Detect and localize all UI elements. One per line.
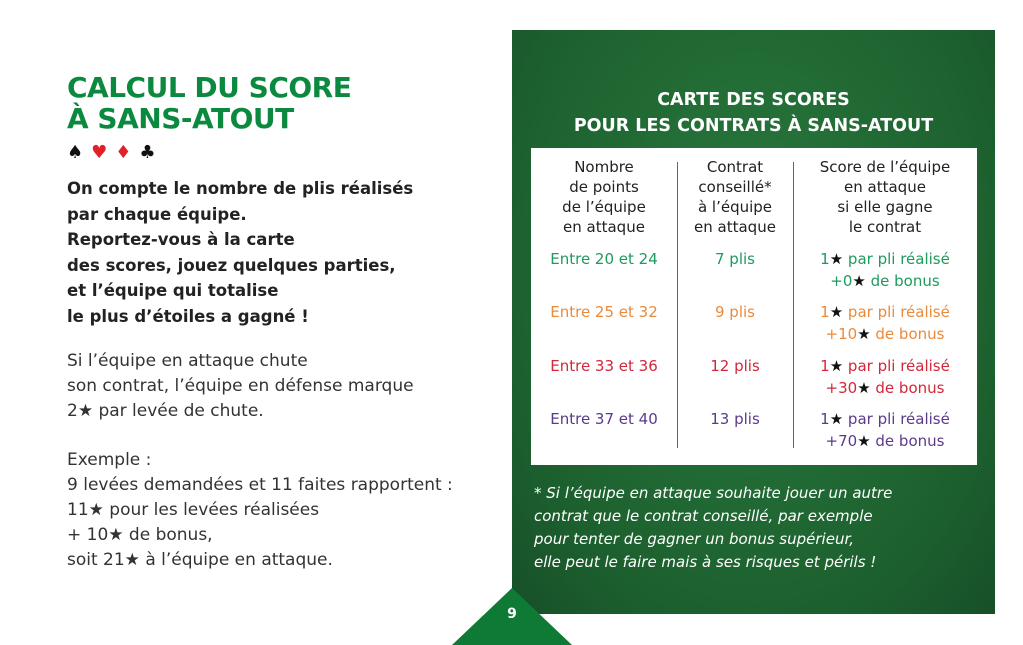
table-cell: Entre 25 et 32 [550, 303, 658, 321]
table-cell: 13 plis [710, 410, 760, 428]
table-column: Nombre de points de l’équipe en attaque Entr… [531, 148, 677, 465]
star-icon: ★ [857, 325, 871, 343]
star-icon: ★ [829, 303, 844, 321]
divider [793, 162, 794, 448]
score-card-panel: CARTE DES SCORES POUR LES CONTRATS À SANS… [512, 30, 995, 614]
column-header: Contrat conseillé* à l’équipe en attaque [694, 158, 776, 236]
page-number-tab [452, 588, 572, 645]
spade-icon: ♠ [67, 142, 92, 163]
column-header: Nombre de points de l’équipe en attaque [562, 158, 646, 236]
star-icon: ★ [829, 357, 844, 375]
table-cell: 7 plis [715, 250, 755, 268]
table-cell: 1★ par pli réalisé +10★ de bonus [820, 303, 950, 343]
table-cell: 1★ par pli réalisé +70★ de bonus [820, 410, 950, 450]
star-icon: ★ [857, 432, 871, 450]
page-title: CALCUL DU SCORE À SANS-ATOUT [67, 71, 352, 135]
table-cell: 9 plis [715, 303, 755, 321]
divider [677, 162, 678, 448]
table-cell: Entre 33 et 36 [550, 357, 658, 375]
table-cell: 12 plis [710, 357, 760, 375]
table-cell: Entre 20 et 24 [550, 250, 658, 268]
star-icon: ★ [857, 379, 871, 397]
heart-icon: ♥ [91, 142, 116, 163]
star-icon: ★ [852, 272, 866, 290]
panel-title: CARTE DES SCORES POUR LES CONTRATS À SANS… [573, 90, 934, 136]
page-number: 9 [507, 606, 517, 622]
table-cell: 1★ par pli réalisé +30★ de bonus [820, 357, 950, 397]
star-icon: ★ [829, 410, 844, 428]
table-cell: Entre 37 et 40 [550, 410, 658, 428]
star-icon: ★ [829, 250, 844, 268]
column-header: Score de l’équipe en attaque si elle gagne… [819, 158, 951, 236]
chute-text: Si l’équipe en attaque chute son contrat,… [67, 351, 414, 421]
table-column: Contrat conseillé* à l’équipe en attaque 7 p… [677, 148, 793, 465]
footnote: * Si l’équipe en attaque souhaite jouer … [534, 484, 893, 571]
table-cell: 1★ par pli réalisé +0★ de bonus [820, 250, 950, 290]
example-text: Exemple :9 levées demandées et 11 faites… [67, 450, 453, 570]
table-column: Score de l’équipe en attaque si elle gagne… [793, 148, 977, 465]
score-table: Nombre de points de l’équipe en attaque Entr… [531, 148, 977, 465]
intro-text: On compte le nombre de plis réalisés par … [67, 179, 414, 326]
diamond-icon: ♦ [115, 142, 140, 163]
club-icon: ♣ [139, 142, 164, 163]
card-suits: ♠♥♦♣ [67, 142, 164, 163]
